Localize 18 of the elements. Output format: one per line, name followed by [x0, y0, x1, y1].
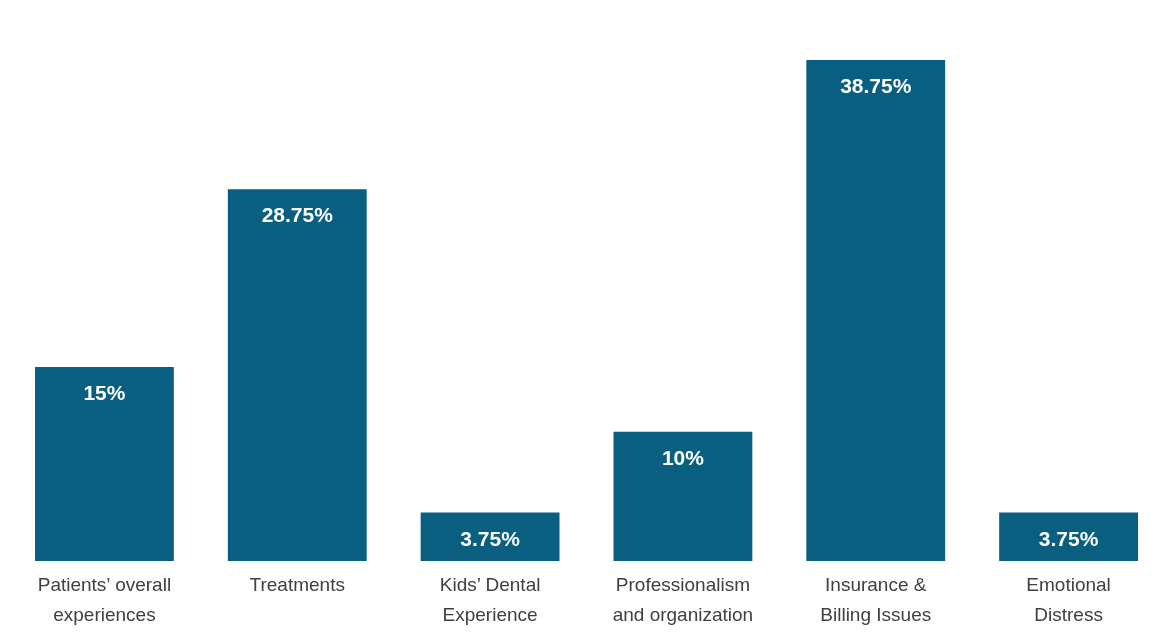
- x-tick-label: Professionalism and organization: [612, 573, 754, 625]
- data-label: 10%: [661, 445, 705, 469]
- bar: [227, 189, 367, 561]
- data-label: 38.75%: [840, 74, 912, 97]
- data-label: 3.75%: [460, 526, 521, 550]
- x-tick-label: Insurance & Billing Issues: [820, 573, 932, 625]
- data-label: 28.75%: [261, 203, 334, 227]
- data-label: 3.75%: [1038, 526, 1099, 550]
- data-label: 15%: [83, 381, 126, 405]
- bar: [613, 431, 753, 561]
- x-tick-label: Emotional Distress: [1026, 573, 1111, 625]
- bar: [806, 60, 946, 561]
- x-tick-label: Patients’ overall experiences: [37, 573, 172, 625]
- bar: [420, 512, 560, 561]
- bar: [999, 512, 1138, 561]
- bar: [35, 367, 174, 561]
- x-tick-label: Kids’ Dental Experience: [439, 573, 541, 625]
- x-tick-label: Treatments: [249, 573, 345, 595]
